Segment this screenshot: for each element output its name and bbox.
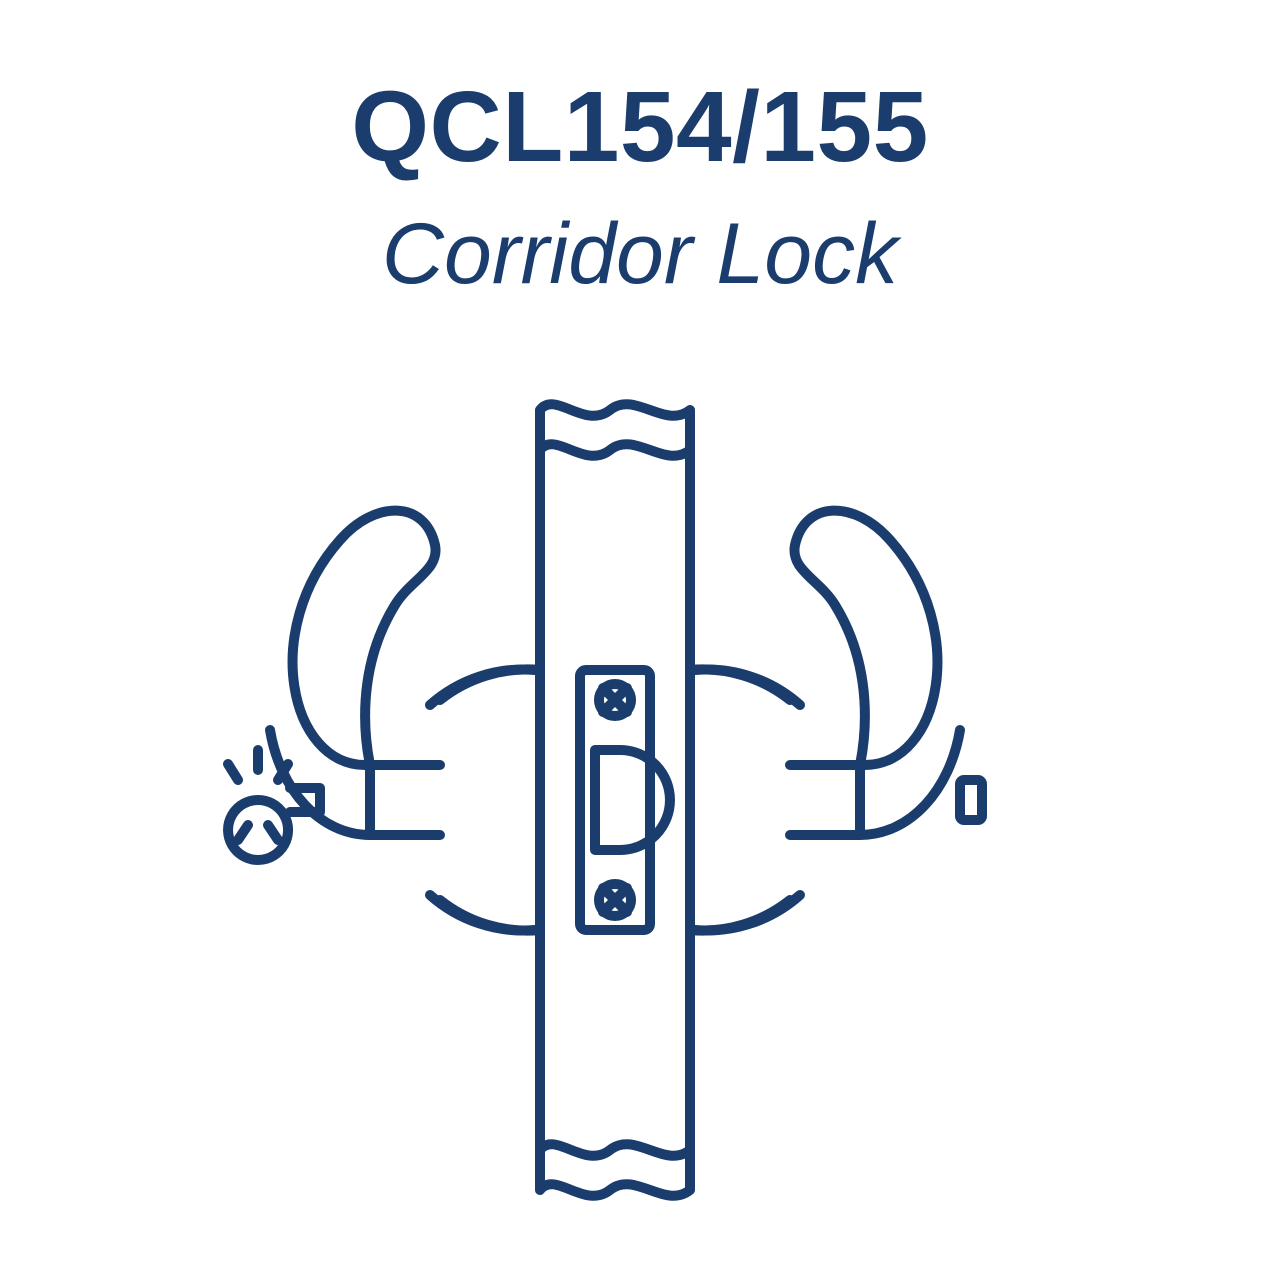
left-rose <box>440 669 540 930</box>
faceplate-screw-top-slot <box>603 688 627 712</box>
door-break-top <box>540 444 690 456</box>
faceplate-screw-bottom-slot <box>603 888 627 912</box>
door-break-bottom <box>540 1144 690 1156</box>
right-lever <box>794 511 960 835</box>
lock-diagram <box>140 370 1140 1230</box>
lock-line-art <box>140 370 1140 1230</box>
model-title: QCL154/155 <box>0 70 1280 185</box>
right-rose <box>690 669 790 930</box>
latch-bolt <box>595 750 670 850</box>
right-rose-edge <box>695 669 800 930</box>
left-lever-neck <box>370 765 440 835</box>
left-rose-edge <box>430 669 535 930</box>
right-lever-neck <box>790 765 860 835</box>
right-cylinder <box>960 780 982 820</box>
model-subtitle: Corridor Lock <box>0 205 1280 304</box>
